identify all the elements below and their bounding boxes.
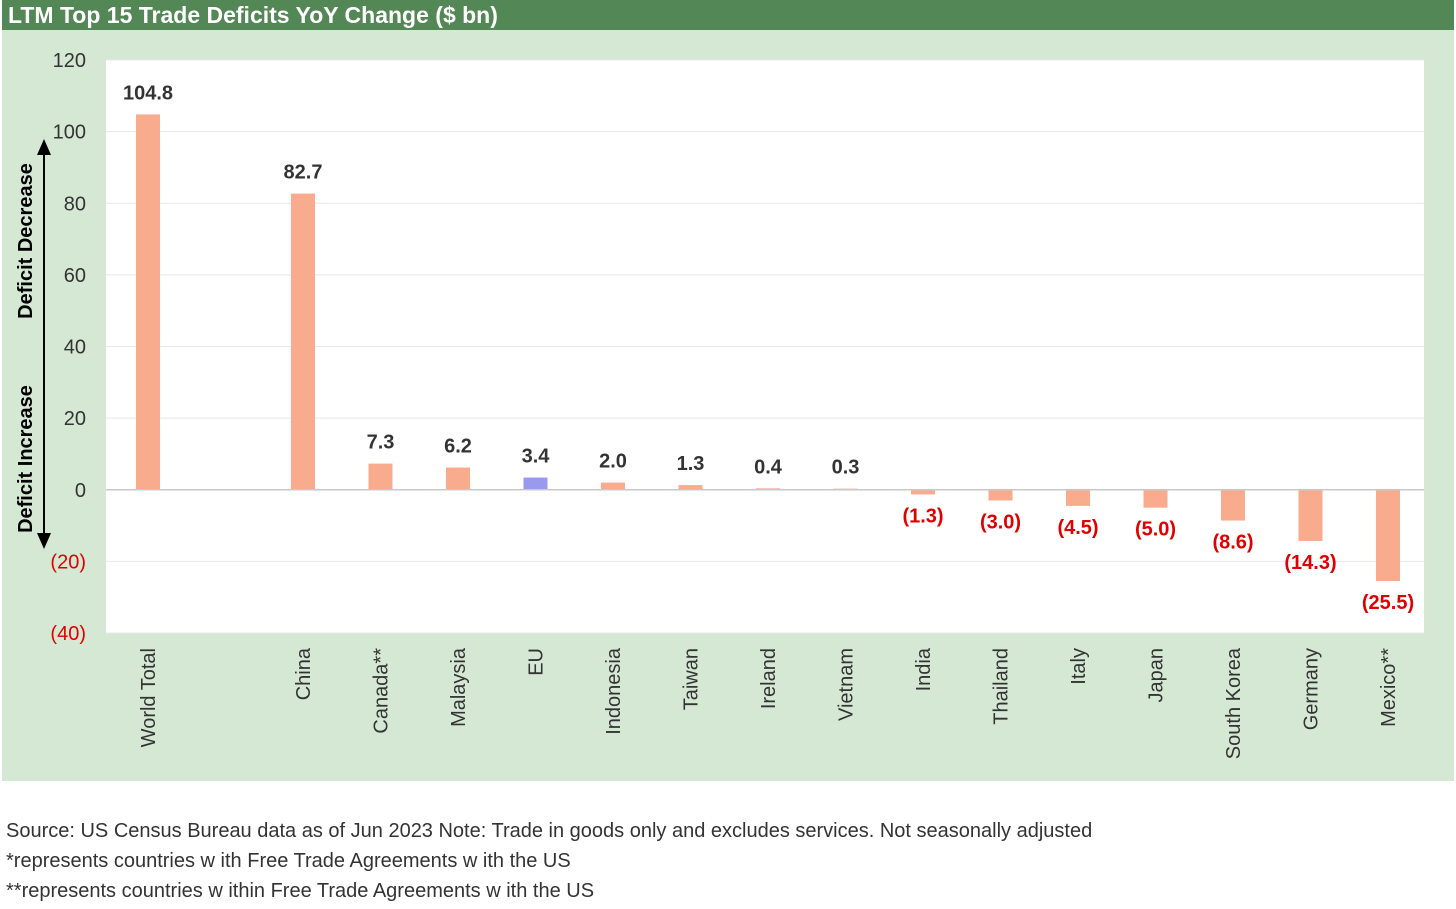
data-label: (25.5) (1362, 592, 1414, 614)
arrow-down-icon (37, 533, 51, 549)
data-label: 104.8 (123, 82, 173, 104)
bar (368, 463, 393, 490)
arrow-up-icon (37, 139, 51, 155)
axes: 120 100 80 60 40 20 0 (20) (40) World Total China C… (15, 50, 1424, 759)
bar-chart: 104.8 82.7 7.3 6.2 3.4 2.0 1.3 0.4 0.3 (1.3) (3.0)… (15, 50, 1424, 759)
chart-title: LTM Top 15 Trade Deficits YoY Change ($ … (2, 0, 1454, 30)
bar (1066, 489, 1090, 506)
x-tick-label: Thailand (991, 648, 1013, 725)
data-label: 3.4 (522, 446, 551, 468)
x-tick-label: Vietnam (836, 648, 858, 721)
bar (523, 477, 548, 490)
x-tick-label: China (293, 647, 315, 700)
data-label: 82.7 (284, 162, 323, 184)
data-label: 6.2 (444, 436, 472, 458)
y-tick-label: (20) (50, 551, 86, 573)
data-label: (1.3) (902, 505, 943, 527)
x-tick-label: Germany (1301, 648, 1323, 730)
bar (291, 193, 315, 490)
y-tick-label: 20 (64, 408, 86, 430)
bar (678, 485, 703, 490)
fta-note: *represents countries w ith Free Trade A… (6, 850, 571, 872)
data-label: (8.6) (1212, 532, 1253, 554)
bar (601, 482, 625, 490)
source-note: Source: US Census Bureau data as of Jun … (6, 820, 1093, 842)
y-tick-label: (40) (50, 623, 86, 645)
bar (136, 114, 160, 490)
x-tick-label: Indonesia (603, 647, 625, 735)
x-tick-label: India (913, 647, 935, 691)
bar (1221, 489, 1245, 521)
x-tick-label: South Korea (1223, 647, 1245, 759)
data-label: (14.3) (1284, 552, 1336, 574)
x-tick-label: World Total (138, 648, 160, 747)
annotation-deficit-increase: Deficit Increase (15, 385, 37, 533)
bar (1143, 489, 1168, 508)
x-tick-label: Malaysia (448, 647, 470, 727)
y-tick-label: 100 (53, 122, 86, 144)
data-label: (3.0) (980, 511, 1021, 533)
x-tick-label: Japan (1146, 648, 1168, 703)
x-tick-label: EU (526, 648, 548, 676)
annotation-deficit-decrease: Deficit Decrease (15, 163, 37, 319)
chart-frame: 104.8 82.7 7.3 6.2 3.4 2.0 1.3 0.4 0.3 (1.3) (3.0)… (2, 0, 1454, 781)
bar (1298, 489, 1323, 541)
bars (136, 114, 1400, 582)
data-label: (5.0) (1135, 519, 1176, 541)
x-tick-label: Italy (1068, 648, 1090, 685)
data-label: 7.3 (367, 432, 395, 454)
bar (1376, 489, 1400, 582)
data-label: 0.4 (754, 456, 783, 478)
y-tick-label: 40 (64, 337, 86, 359)
fta-within-note: **represents countries w ithin Free Trad… (6, 880, 595, 902)
y-tick-label: 80 (64, 193, 86, 215)
bar (988, 489, 1013, 501)
y-tick-label: 0 (75, 480, 86, 502)
chart-notes: Source: US Census Bureau data as of Jun … (6, 816, 1446, 906)
data-labels: 104.8 82.7 7.3 6.2 3.4 2.0 1.3 0.4 0.3 (1.3) (3.0)… (123, 82, 1414, 614)
data-label: 1.3 (677, 453, 705, 475)
bar (911, 489, 935, 495)
data-label: (4.5) (1057, 517, 1098, 539)
grid-lines (106, 59, 1424, 634)
y-tick-label: 120 (53, 50, 86, 72)
y-tick-label: 60 (64, 265, 86, 287)
data-label: 2.0 (599, 451, 627, 473)
x-tick-label: Canada** (371, 648, 393, 734)
x-tick-label: Mexico** (1378, 648, 1400, 727)
data-label: 0.3 (832, 457, 860, 479)
x-tick-label: Taiwan (681, 648, 703, 710)
x-tick-label: Ireland (758, 648, 780, 709)
bar (446, 467, 470, 490)
